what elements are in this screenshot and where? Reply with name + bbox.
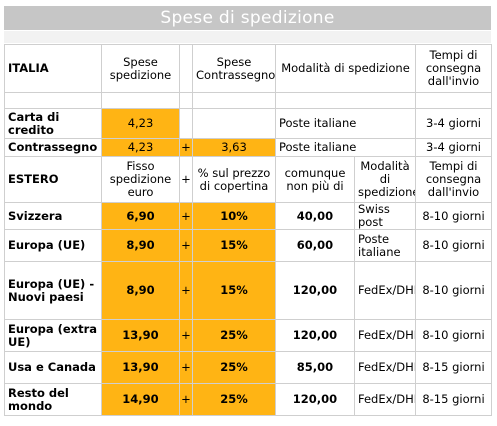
- italia-label: ITALIA: [4, 44, 102, 93]
- italia-empty-row: [4, 92, 492, 109]
- percent-value: 25%: [192, 383, 276, 416]
- table-row: Resto del mondo 14,90 + 25% 120,00 FedEx…: [4, 383, 492, 416]
- row-label: Europa (extra UE): [4, 319, 102, 352]
- modalita-value: FedEx/DHL: [354, 261, 416, 320]
- contrassegno-value: [192, 108, 276, 139]
- plus-sign: +: [179, 351, 193, 384]
- modalita-value: Poste italiane: [275, 138, 416, 157]
- max-value: 60,00: [275, 229, 355, 262]
- plus-sign: +: [179, 138, 193, 157]
- col-plus: +: [179, 156, 193, 203]
- italia-header-plus: [179, 44, 193, 93]
- max-value: 85,00: [275, 351, 355, 384]
- table-row: Europa (UE) 8,90 + 15% 60,00 Poste itali…: [4, 229, 492, 262]
- fisso-value: 6,90: [101, 202, 180, 230]
- col-spese-contrassegno: Spese Contrassegno: [192, 44, 276, 93]
- tempi-value: 8-10 giorni: [415, 261, 492, 320]
- plus-sign: +: [179, 261, 193, 320]
- row-label: Svizzera: [4, 202, 102, 230]
- tempi-value: 8-10 giorni: [415, 202, 492, 230]
- spese-value: 4,23: [101, 108, 180, 139]
- estero-header-row: ESTERO Fisso spedizione euro + % sul pre…: [4, 156, 492, 203]
- row-label: Europa (UE) - Nuovi paesi: [4, 261, 102, 320]
- tempi-value: 8-15 giorni: [415, 351, 492, 384]
- page-title: Spese di spedizione: [4, 6, 491, 30]
- modalita-value: Swiss post: [354, 202, 416, 230]
- fisso-value: 13,90: [101, 351, 180, 384]
- max-value: 120,00: [275, 383, 355, 416]
- fisso-value: 13,90: [101, 319, 180, 352]
- fisso-value: 8,90: [101, 229, 180, 262]
- italia-header-row: ITALIA Spese spedizione Spese Contrasseg…: [4, 44, 492, 93]
- shipping-table: ITALIA Spese spedizione Spese Contrasseg…: [4, 44, 492, 416]
- tempi-value: 3-4 giorni: [415, 108, 492, 139]
- max-value: 120,00: [275, 319, 355, 352]
- col-modalita-spedizione: Modalità di spedizione: [275, 44, 416, 93]
- tempi-value: 8-10 giorni: [415, 319, 492, 352]
- plus-sign: +: [179, 202, 193, 230]
- table-row: Europa (UE) - Nuovi paesi 8,90 + 15% 120…: [4, 261, 492, 320]
- max-value: 120,00: [275, 261, 355, 320]
- table-row: Svizzera 6,90 + 10% 40,00 Swiss post 8-1…: [4, 202, 492, 230]
- col-tempi-consegna: Tempi di consegna dall'invio: [415, 156, 492, 203]
- col-tempi-consegna: Tempi di consegna dall'invio: [415, 44, 492, 93]
- col-max: comunque non più di: [275, 156, 355, 203]
- modalita-value: Poste italiane: [275, 108, 416, 139]
- col-percent-copertina: % sul prezzo di copertina: [192, 156, 276, 203]
- plus-sign: +: [179, 229, 193, 262]
- contrassegno-value: 3,63: [192, 138, 276, 157]
- tempi-value: 8-10 giorni: [415, 229, 492, 262]
- plus-sign: +: [179, 319, 193, 352]
- spacer-row: [4, 31, 491, 43]
- table-row: Contrassegno 4,23 + 3,63 Poste italiane …: [4, 138, 492, 157]
- max-value: 40,00: [275, 202, 355, 230]
- estero-label: ESTERO: [4, 156, 102, 203]
- modalita-value: FedEx/DHL: [354, 319, 416, 352]
- row-label: Resto del mondo: [4, 383, 102, 416]
- col-modalita-spedizione: Modalità di spedizione: [354, 156, 416, 203]
- col-spese-spedizione: Spese spedizione: [101, 44, 180, 93]
- table-row: Europa (extra UE) 13,90 + 25% 120,00 Fed…: [4, 319, 492, 352]
- col-fisso-spedizione: Fisso spedizione euro: [101, 156, 180, 203]
- percent-value: 10%: [192, 202, 276, 230]
- percent-value: 15%: [192, 261, 276, 320]
- percent-value: 15%: [192, 229, 276, 262]
- row-label: Carta di credito: [4, 108, 102, 139]
- table-row: Usa e Canada 13,90 + 25% 85,00 FedEx/DHL…: [4, 351, 492, 384]
- modalita-value: Poste italiane: [354, 229, 416, 262]
- table-row: Carta di credito 4,23 Poste italiane 3-4…: [4, 108, 492, 139]
- percent-value: 25%: [192, 319, 276, 352]
- modalita-value: FedEx/DHL: [354, 351, 416, 384]
- tempi-value: 3-4 giorni: [415, 138, 492, 157]
- fisso-value: 8,90: [101, 261, 180, 320]
- fisso-value: 14,90: [101, 383, 180, 416]
- percent-value: 25%: [192, 351, 276, 384]
- modalita-value: FedEx/DHL: [354, 383, 416, 416]
- tempi-value: 8-15 giorni: [415, 383, 492, 416]
- row-label: Usa e Canada: [4, 351, 102, 384]
- row-label: Contrassegno: [4, 138, 102, 157]
- row-label: Europa (UE): [4, 229, 102, 262]
- plus-sign: [179, 108, 193, 139]
- plus-sign: +: [179, 383, 193, 416]
- spese-value: 4,23: [101, 138, 180, 157]
